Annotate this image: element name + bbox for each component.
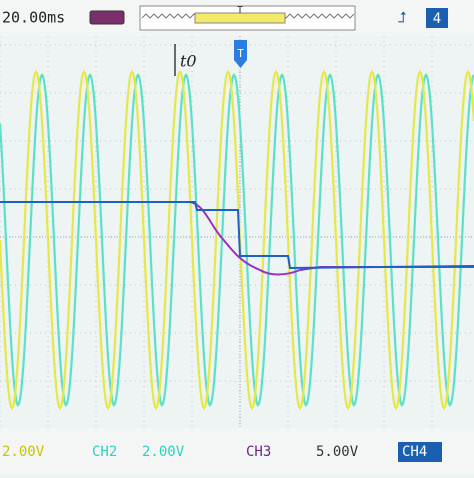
timebase: 20.00ms bbox=[2, 9, 65, 27]
ch1-scale: 2.00V bbox=[2, 444, 45, 460]
ch4-name: CH4 bbox=[402, 444, 427, 460]
memory-trigger: T bbox=[237, 5, 243, 16]
trigger-source-box bbox=[426, 8, 448, 28]
trigger-position-marker bbox=[234, 40, 247, 68]
waveform bbox=[0, 73, 474, 407]
waveforms bbox=[0, 70, 474, 410]
trigger-edge-icon: ⮥ bbox=[398, 9, 407, 27]
ch2-name: CH2 bbox=[92, 444, 117, 460]
t0-label: t0 bbox=[180, 52, 197, 71]
ch3-name: CH3 bbox=[246, 444, 271, 460]
waveform bbox=[0, 201, 474, 276]
bottom-bar bbox=[0, 428, 474, 474]
battery-icon bbox=[89, 10, 125, 25]
waveform bbox=[0, 201, 474, 270]
ch2-scale: 2.00V bbox=[142, 444, 185, 460]
trigger-position-label: T bbox=[237, 47, 244, 60]
trigger-source: 4 bbox=[433, 11, 441, 27]
memory-window bbox=[194, 12, 286, 24]
ch3-scale: 5.00V bbox=[316, 444, 359, 460]
ch4-box bbox=[398, 442, 442, 462]
waveform bbox=[0, 70, 474, 410]
